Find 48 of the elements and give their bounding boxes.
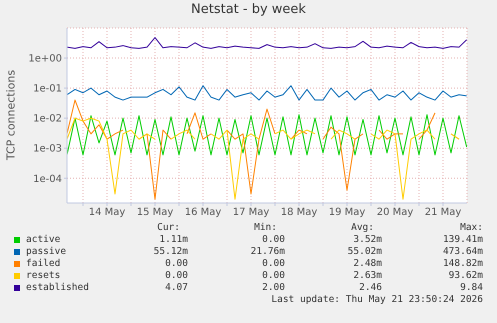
text: 21.76m (250, 246, 285, 257)
x-tick-label: 15 May (136, 207, 174, 218)
text: 0.00 (262, 270, 285, 281)
x-tick-label: 17 May (232, 207, 270, 218)
y-tick-label: 1e-04 (33, 174, 62, 185)
legend-label: resets (26, 270, 60, 281)
legend-label: failed (26, 258, 60, 269)
chart-title: Netstat - by week (190, 2, 307, 17)
text: Avg: (351, 222, 374, 233)
line-series (67, 37, 467, 49)
text: 139.41m (442, 234, 483, 245)
legend-label: established (26, 282, 89, 293)
y-tick-label: 1e-02 (33, 114, 62, 125)
line-series (67, 85, 467, 101)
text: 2.48m (353, 258, 382, 269)
x-tick-label: 14 May (88, 207, 126, 218)
text: 2.46 (359, 282, 382, 293)
x-tick-label: 19 May (328, 207, 366, 218)
text: 55.12m (154, 246, 188, 257)
x-tick-label: 20 May (376, 207, 414, 218)
text: 148.82m (442, 258, 483, 269)
x-tick-label: 21 May (424, 207, 462, 218)
text: Max: (460, 222, 483, 233)
text: 2.00 (262, 282, 285, 293)
legend-label: passive (26, 246, 66, 257)
text: 0.00 (165, 258, 188, 269)
line-series (67, 114, 467, 156)
text: 2.63m (353, 270, 382, 281)
text: 93.62m (448, 270, 483, 281)
text: 0.00 (165, 270, 188, 281)
text: 1.11m (159, 234, 188, 245)
text: Cur: (157, 222, 180, 233)
text: 4.07 (165, 282, 188, 293)
text: Last update: Thu May 21 23:50:24 2026 (271, 294, 483, 305)
x-tick-label: 16 May (184, 207, 222, 218)
text: 55.02m (348, 246, 382, 257)
y-axis-title: TCP connections (4, 70, 18, 160)
text: 3.52m (353, 234, 382, 245)
y-tick-label: 1e-01 (33, 84, 62, 95)
legend-label: active (26, 234, 60, 245)
y-tick-label: 1e+00 (28, 54, 62, 65)
text: 0.00 (262, 258, 285, 269)
text: 0.00 (262, 234, 285, 245)
text: 473.64m (442, 246, 483, 257)
x-tick-label: 18 May (280, 207, 318, 218)
text: 9.84 (460, 282, 483, 293)
y-tick-label: 1e-03 (33, 144, 62, 155)
text: Min: (254, 222, 277, 233)
